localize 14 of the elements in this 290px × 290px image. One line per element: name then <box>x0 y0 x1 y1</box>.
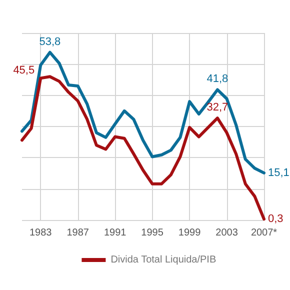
legend-label: Divida Total Liquida/PIB <box>110 254 216 266</box>
data-label: 53,8 <box>39 36 61 48</box>
x-tick-label: 1987 <box>66 228 90 238</box>
x-tick-label: 1991 <box>104 228 127 238</box>
data-label: 45,5 <box>13 64 35 77</box>
data-label: 0,3 <box>268 213 284 226</box>
x-tick-label: 2003 <box>216 228 238 238</box>
data-label: 32,7 <box>206 102 228 114</box>
x-tick-label: 1983 <box>29 228 52 238</box>
x-tick-label: 1995 <box>141 228 164 238</box>
data-label: 15,1 <box>268 166 290 179</box>
x-tick-label: 1999 <box>178 228 202 238</box>
data-label: 41,8 <box>206 73 228 86</box>
x-tick-label: 2007* <box>250 228 278 238</box>
